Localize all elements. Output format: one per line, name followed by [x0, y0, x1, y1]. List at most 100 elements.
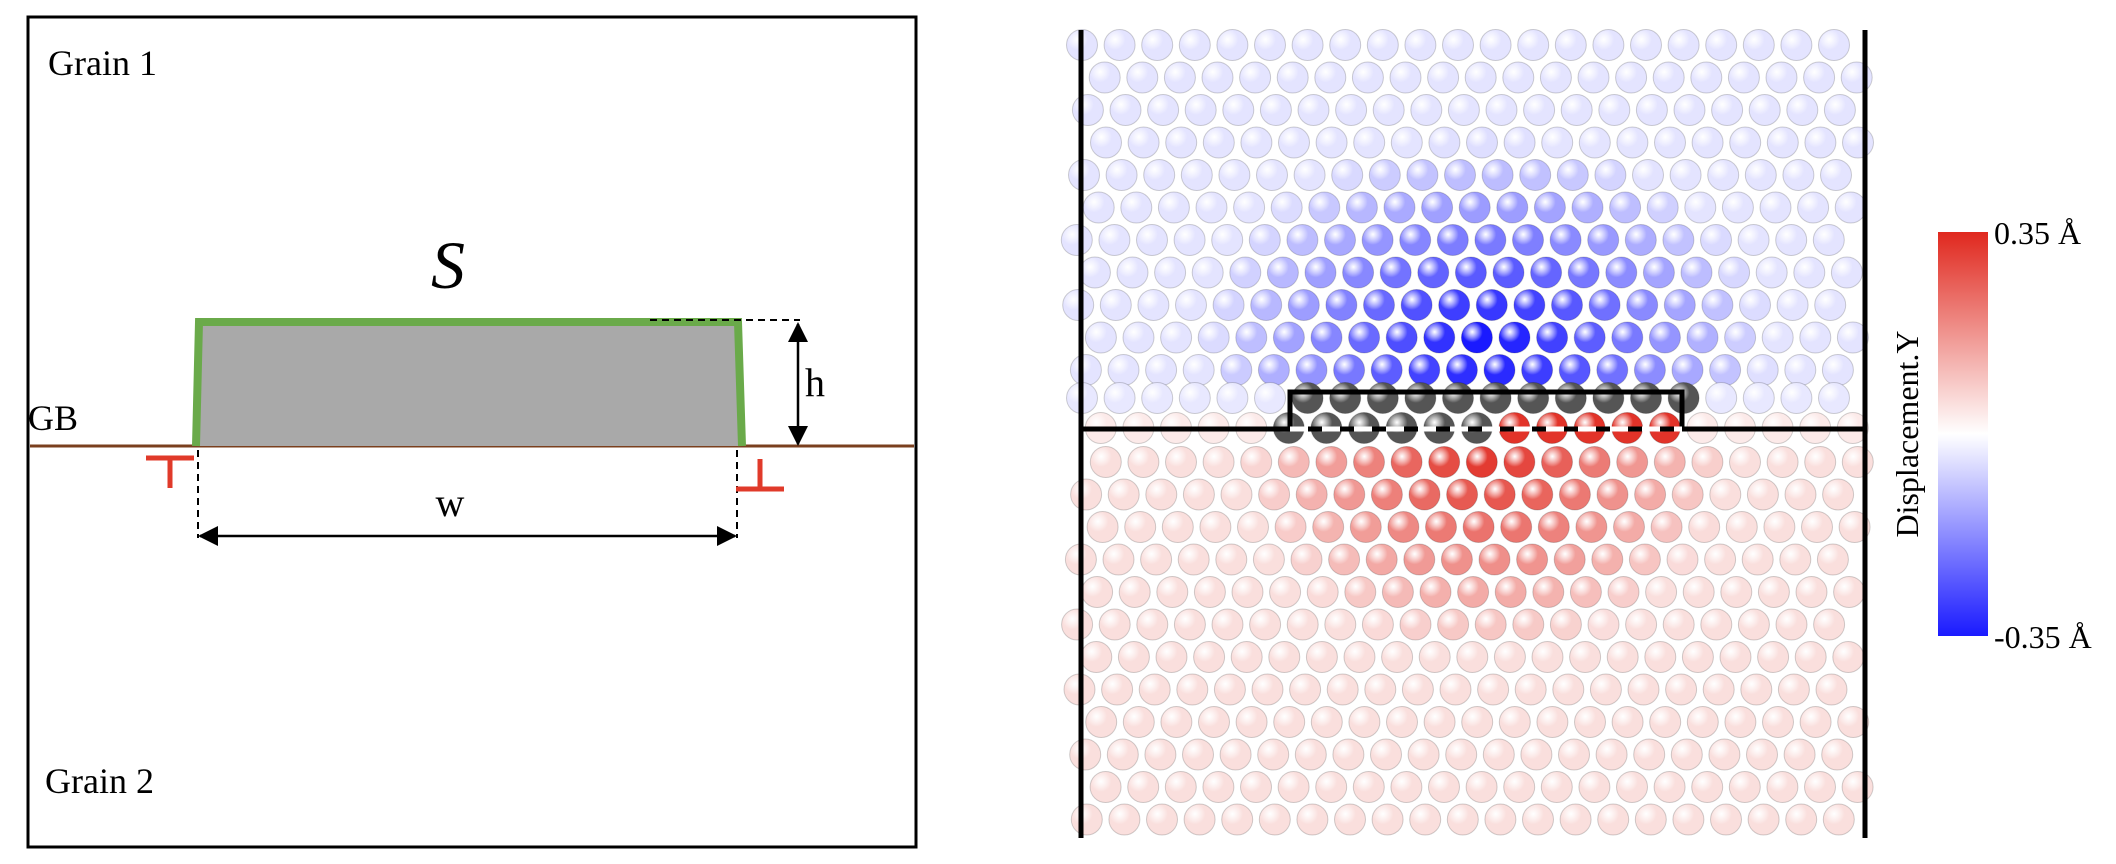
atom: [1823, 94, 1856, 126]
atom: [1833, 576, 1866, 608]
atom: [1173, 608, 1206, 641]
atom: [1290, 543, 1323, 576]
atom: [1201, 61, 1234, 94]
atom: [1220, 354, 1253, 386]
atom: [1720, 576, 1753, 608]
atom: [1198, 706, 1230, 738]
atom: [1662, 608, 1695, 641]
atom: [1404, 382, 1437, 414]
atom: [1709, 478, 1742, 511]
atom: [1628, 543, 1661, 576]
atom: [1742, 29, 1775, 61]
atom: [1117, 641, 1150, 673]
atom: [1235, 321, 1268, 354]
atom: [1329, 29, 1362, 61]
atom: [1287, 289, 1320, 321]
atom: [1776, 289, 1809, 321]
atom: [1141, 382, 1174, 414]
atom: [1503, 126, 1536, 159]
atom: [1609, 191, 1642, 224]
atom: [1137, 289, 1170, 321]
atom: [1165, 126, 1198, 159]
atom: [1437, 608, 1470, 641]
atom: [1611, 321, 1644, 354]
atom: [1672, 803, 1705, 836]
atom: [1216, 29, 1249, 61]
atom: [1240, 446, 1273, 478]
atom: [1461, 706, 1494, 738]
atom: [1464, 61, 1497, 94]
atom: [1804, 771, 1836, 803]
atom: [1297, 94, 1330, 126]
atom: [1387, 511, 1420, 543]
atom: [1560, 94, 1593, 126]
atom: [1136, 224, 1168, 256]
atom: [1305, 641, 1338, 673]
atom: [1588, 289, 1621, 321]
atom: [1502, 61, 1535, 94]
atom: [1278, 126, 1310, 159]
atom: [1704, 543, 1737, 576]
atom: [1558, 354, 1591, 386]
atom: [1069, 354, 1102, 386]
atom: [1630, 29, 1662, 61]
atom: [1258, 803, 1291, 836]
atom: [1498, 321, 1531, 354]
atom: [1239, 61, 1272, 94]
atom: [1616, 446, 1649, 478]
atom: [1308, 191, 1341, 224]
atom: [1136, 608, 1169, 641]
atom: [1573, 321, 1606, 354]
atom: [1444, 159, 1476, 191]
atom: [1669, 159, 1702, 191]
atom: [1834, 191, 1867, 224]
atom: [1421, 191, 1454, 224]
atom: [1630, 382, 1662, 414]
atom: [1803, 61, 1836, 94]
atom: [1484, 803, 1517, 836]
atom: [1237, 511, 1269, 543]
atom: [1348, 706, 1381, 738]
atom: [1474, 608, 1507, 641]
atom: [1315, 771, 1348, 803]
atom: [1665, 673, 1698, 706]
atom: [1724, 706, 1757, 738]
atom: [1521, 354, 1554, 386]
atom: [1410, 94, 1443, 126]
atom: [1361, 608, 1394, 641]
colorbar-min-label: -0.35 Å: [1994, 619, 2092, 655]
atom: [1212, 289, 1245, 321]
dislocation-left-icon: [146, 455, 194, 488]
atom: [1221, 803, 1254, 836]
atom: [1822, 478, 1855, 511]
atom: [1537, 511, 1570, 543]
atom: [1765, 61, 1798, 94]
atom: [1249, 608, 1282, 641]
atom: [1627, 673, 1660, 706]
atom: [1841, 771, 1874, 803]
atom: [1423, 321, 1456, 354]
atom: [1145, 478, 1178, 511]
atom: [1098, 224, 1131, 256]
atom: [1276, 61, 1309, 94]
atom: [1390, 771, 1423, 803]
atom: [1310, 706, 1343, 738]
atom: [1691, 126, 1724, 159]
atom: [1352, 771, 1385, 803]
step-box: [1287, 389, 1685, 429]
atom: [1784, 354, 1817, 386]
atom: [1106, 738, 1139, 771]
atom: [1727, 61, 1760, 94]
atom: [1775, 608, 1808, 641]
atom: [1782, 159, 1815, 191]
atom: [1832, 641, 1865, 673]
atom: [1446, 803, 1479, 836]
atom: [1103, 382, 1136, 414]
atom: [1294, 738, 1327, 771]
atom: [1348, 321, 1381, 354]
atom: [1329, 382, 1362, 414]
atom: [1120, 191, 1153, 224]
atom: [1549, 608, 1582, 641]
atom: [1401, 673, 1434, 706]
atom: [1163, 61, 1196, 94]
